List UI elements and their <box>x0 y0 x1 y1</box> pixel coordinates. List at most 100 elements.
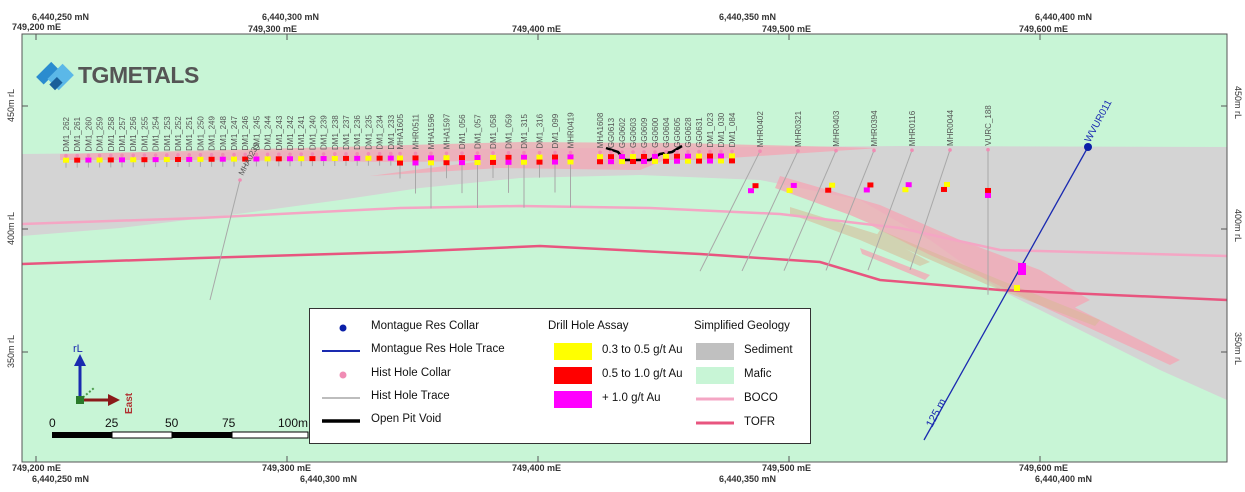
assay-block <box>521 154 527 160</box>
tofr-contact <box>21 244 1228 302</box>
hist-hole-collar <box>609 150 613 154</box>
assay-block <box>718 158 724 164</box>
hist-hole-label: DM1_256 <box>129 116 138 151</box>
legend-mafic-icon <box>696 367 734 384</box>
hist-hole-collar <box>153 153 158 157</box>
assay-block <box>163 157 170 163</box>
hist-hole-collar <box>506 151 511 155</box>
assay-block <box>197 156 204 162</box>
assay-block <box>944 181 950 187</box>
hist-hole-label: GG0628 <box>684 117 693 148</box>
hist-hole-label: DM1_247 <box>230 115 239 150</box>
assay-block <box>320 156 327 162</box>
assay-block <box>490 159 496 165</box>
assay-block <box>412 155 419 161</box>
hist-hole-label: DM1_249 <box>208 116 217 151</box>
assay-block <box>985 192 991 198</box>
hist-hole-label: VURC_188 <box>984 105 993 146</box>
hist-hole-collar <box>708 149 712 154</box>
assay-block <box>552 154 558 160</box>
hist-hole-label: MHA1597 <box>443 113 452 149</box>
hist-hole-label: DM1_235 <box>364 115 373 150</box>
hist-hole-collar <box>254 152 259 157</box>
assay-block <box>275 156 282 162</box>
assay-block <box>152 157 159 163</box>
assay-block <box>597 159 603 165</box>
assay-block <box>490 154 496 160</box>
assay-block <box>718 153 724 159</box>
hist-hole-label: DM1_253 <box>163 116 172 151</box>
assay-block <box>652 158 658 164</box>
hist-hole-label: DM1_316 <box>536 113 545 148</box>
hist-hole-collar <box>120 153 124 158</box>
hist-hole-collar <box>142 153 147 158</box>
legend-mafic: Mafic <box>744 368 772 380</box>
assay-block <box>790 182 797 188</box>
legend-assay-title: Drill Hole Assay <box>548 320 629 332</box>
hist-hole-collar <box>686 149 690 154</box>
assay-block <box>619 154 625 160</box>
assay-block <box>685 153 691 159</box>
assay-block <box>652 153 658 159</box>
hist-hole-collar <box>75 153 79 158</box>
hist-hole-collar <box>719 149 723 154</box>
hist-hole-trace <box>825 150 875 271</box>
hist-hole-labels: DM1_262 DM1_261 DM1_260 DM1_259 DM1_258 DM1_2… <box>62 105 993 177</box>
hist-hole-collar <box>232 152 236 157</box>
hist-hole-label: GG0609 <box>640 117 649 148</box>
hist-hole-label: DM1_238 <box>331 115 340 150</box>
hist-hole-collar <box>653 150 657 154</box>
hist-hole-label: DM1_254 <box>152 116 161 151</box>
assay-block <box>902 187 909 193</box>
hist-hole-collar <box>730 149 734 154</box>
assay-block <box>941 186 947 192</box>
hist-hole-collar <box>460 151 464 155</box>
legend-tofr: TOFR <box>744 416 776 428</box>
assay-block <box>536 159 543 165</box>
assay-block <box>264 156 271 162</box>
bot-coord-3a: 749,400 mE <box>512 463 562 473</box>
assay-block <box>567 159 574 165</box>
assay-block <box>685 158 691 164</box>
top-coord-4a: 6,440,350 mN <box>719 12 777 22</box>
assay-block <box>376 155 383 161</box>
top-coord-5a: 6,440,400 mN <box>1035 12 1093 22</box>
hist-hole-collar <box>429 151 433 156</box>
assay-block <box>863 187 870 193</box>
hist-hole-trace <box>783 150 837 271</box>
hist-hole-label: DM1_233 <box>387 114 396 149</box>
assay-block <box>287 156 293 162</box>
assay-block <box>231 156 237 162</box>
hist-hole-label: DM1_260 <box>84 116 93 151</box>
assay-block <box>298 156 305 162</box>
hist-hole-collar <box>986 147 990 152</box>
scale-bar: 0 25 50 75 100m <box>49 416 309 439</box>
hist-hole-label: DM1_251 <box>185 116 194 151</box>
assay-block <box>74 157 81 163</box>
hist-hole-label: MHR0394 <box>870 110 879 147</box>
assay-block <box>608 154 614 160</box>
rl-left-350: 350m rL <box>6 335 16 368</box>
bot-coord-1a: 749,200 mE <box>12 463 62 473</box>
top-coord-3a: 749,400 mE <box>512 24 562 34</box>
hist-hole-collar <box>568 150 573 155</box>
assay-block <box>107 157 114 163</box>
hist-hole-collar <box>475 151 480 155</box>
assay-block <box>748 188 754 194</box>
assay-block <box>253 156 260 162</box>
rl-right-400: 400m rL <box>1233 209 1243 242</box>
hist-hole-label: DM1_234 <box>376 114 385 149</box>
arrow-east-label: East <box>124 392 135 414</box>
hist-hole-label: DM1_236 <box>353 115 362 150</box>
arrow-up-label: rL <box>73 343 83 355</box>
sediment-unit <box>22 146 1227 400</box>
assay-block <box>63 157 69 163</box>
hist-hole-label: DM1_244 <box>264 115 273 150</box>
hist-hole-collar <box>86 153 91 158</box>
assay-block <box>354 155 361 161</box>
assay-block <box>505 154 512 160</box>
hist-hole-label: DM1_248 <box>219 115 228 150</box>
hist-hole-label: MHR0511 <box>412 113 421 149</box>
